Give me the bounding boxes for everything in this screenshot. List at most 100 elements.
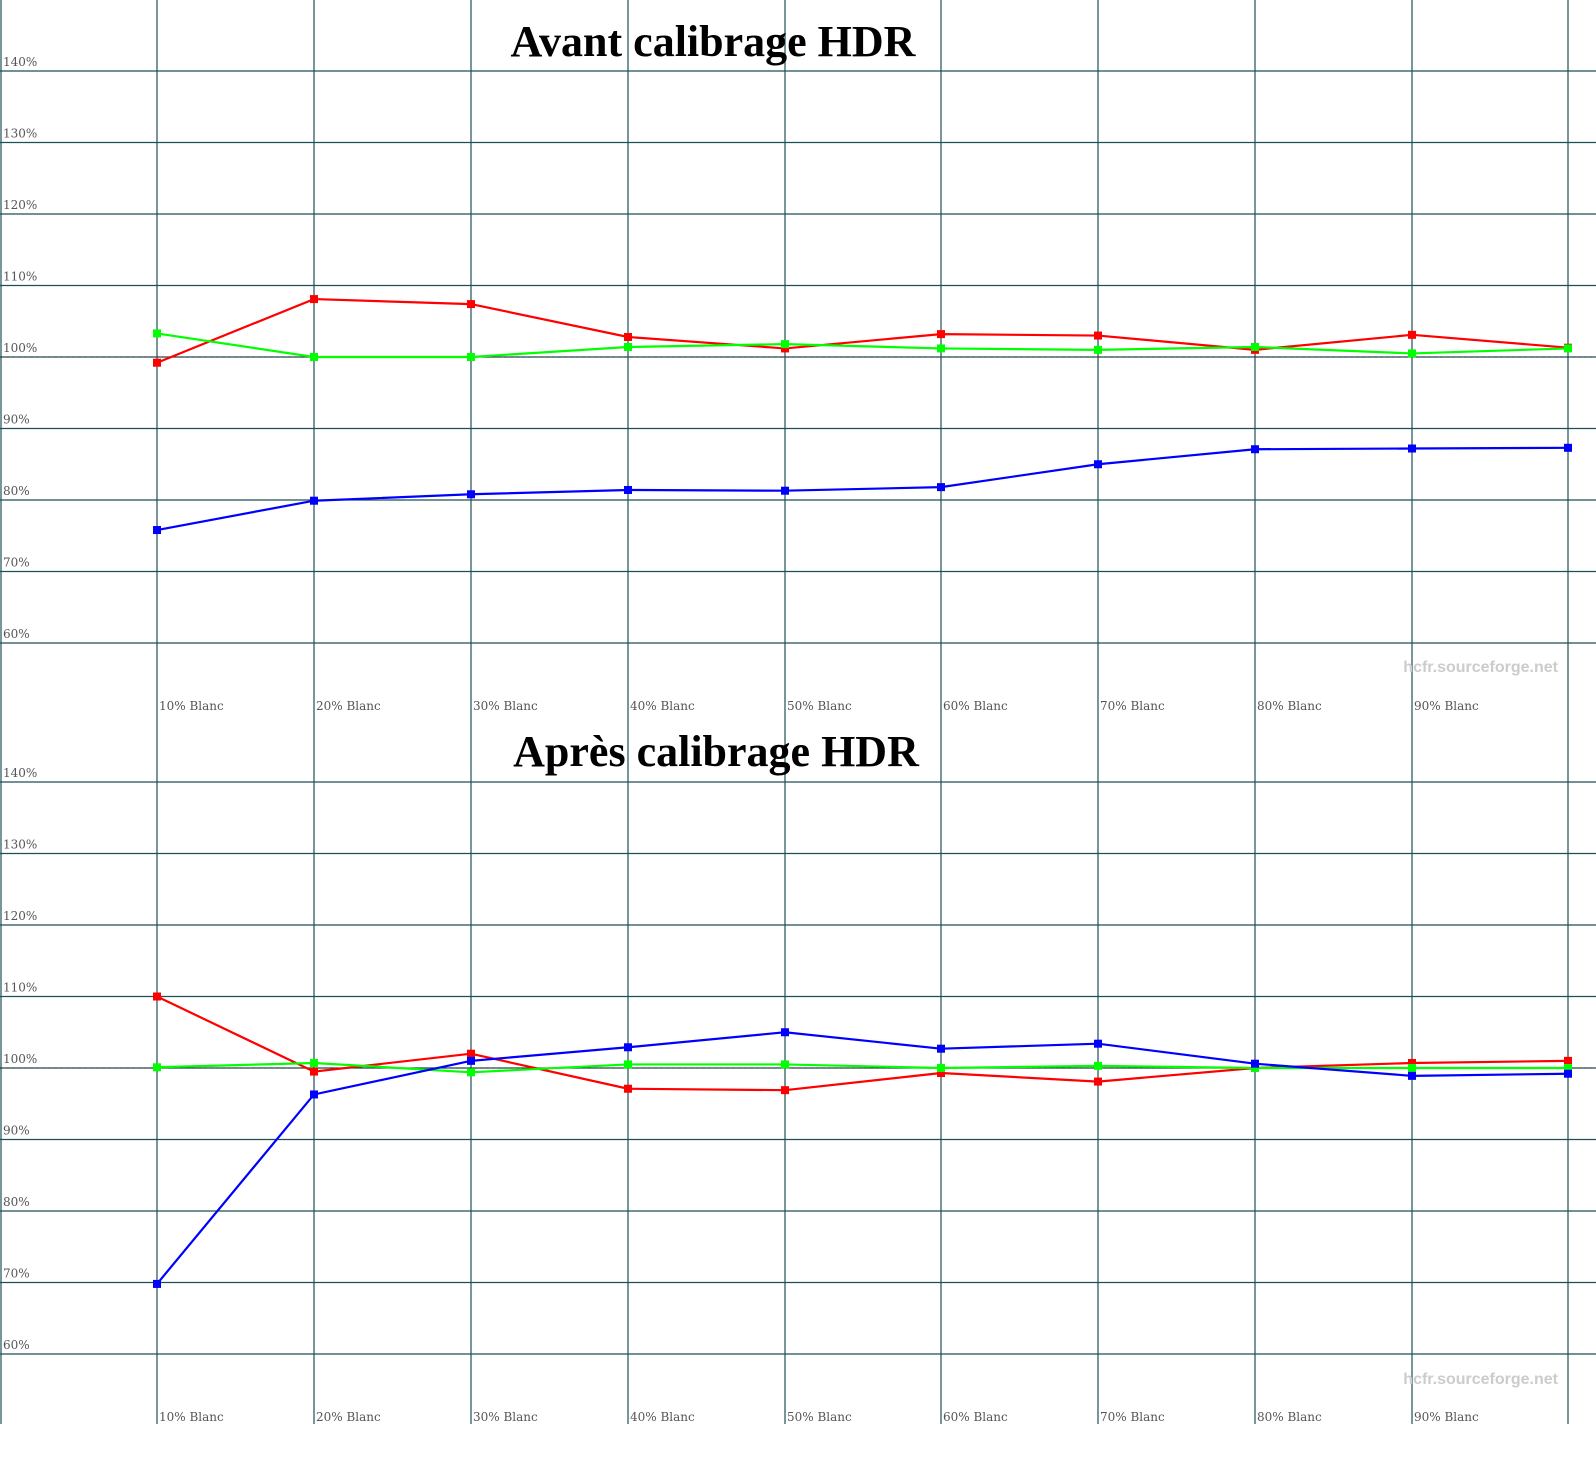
data-point — [624, 332, 632, 341]
data-point — [1564, 1064, 1572, 1072]
data-point — [624, 1043, 632, 1052]
data-point — [1251, 445, 1259, 454]
data-point — [467, 1056, 475, 1065]
data-point — [1564, 344, 1572, 353]
y-tick-label: 120% — [3, 909, 37, 923]
x-tick-label: 60% Blanc — [943, 699, 1008, 713]
data-point — [937, 1069, 945, 1078]
y-tick-label: 70% — [3, 556, 30, 570]
data-point — [467, 1049, 475, 1058]
series-line — [156, 332, 1569, 359]
chart-panel-1: 140% 130% 120% 110% 100% 90% 80% 70% 60% 10% Blan… — [0, 0, 1596, 713]
y-tick-label: 60% — [3, 1338, 30, 1352]
data-point — [937, 1044, 945, 1053]
data-point — [1408, 1058, 1416, 1067]
data-point — [1251, 1064, 1259, 1072]
data-point — [1094, 331, 1102, 340]
x-tick-label: 30% Blanc — [473, 699, 538, 713]
data-point — [1564, 443, 1572, 452]
y-tick-label: 140% — [3, 766, 37, 780]
series-line — [156, 1031, 1569, 1285]
data-point — [1564, 1069, 1572, 1078]
x-tick-label: 10% Blanc — [159, 699, 224, 713]
y-tick-label: 60% — [3, 627, 30, 641]
data-point — [1408, 349, 1416, 358]
data-point — [781, 1060, 789, 1069]
watermark-text: hcfr.sourceforge.net — [1403, 1371, 1558, 1388]
chart-panel-2: 140% 130% 120% 110% 100% 90% 80% 70% 60% 10% Blan… — [0, 712, 1596, 1424]
data-point — [153, 992, 161, 1001]
data-point — [1251, 342, 1259, 351]
y-tick-label: 80% — [3, 1195, 30, 1209]
data-point — [1408, 330, 1416, 339]
data-point — [1094, 1061, 1102, 1070]
data-point — [310, 353, 318, 361]
x-tick-label: 80% Blanc — [1257, 699, 1322, 713]
data-point — [937, 483, 945, 492]
x-tick-label: 40% Blanc — [630, 699, 695, 713]
y-tick-label: 100% — [3, 1052, 37, 1066]
x-tick-label: 70% Blanc — [1100, 1410, 1165, 1424]
data-point — [310, 1090, 318, 1099]
data-point — [1094, 460, 1102, 469]
y-tick-label: 130% — [3, 127, 37, 141]
x-tick-label: 80% Blanc — [1257, 1410, 1322, 1424]
data-point — [310, 1067, 318, 1076]
series-line — [156, 446, 1569, 532]
x-tick-label: 10% Blanc — [159, 1410, 224, 1424]
x-tick-label: 90% Blanc — [1414, 1410, 1479, 1424]
y-tick-label: 80% — [3, 484, 30, 498]
y-tick-label: 110% — [3, 270, 37, 284]
data-point — [153, 1063, 161, 1072]
data-point — [781, 344, 789, 353]
series-line — [156, 1061, 1568, 1074]
data-point — [937, 330, 945, 339]
data-point — [310, 295, 318, 304]
series-line — [156, 995, 1569, 1092]
data-point — [153, 1279, 161, 1288]
y-tick-label: 140% — [3, 55, 37, 69]
data-point — [1094, 1039, 1102, 1048]
data-point — [1094, 1077, 1102, 1086]
series-line — [156, 297, 1569, 364]
data-point — [781, 1086, 789, 1095]
data-point — [1408, 1064, 1416, 1072]
data-point — [781, 1028, 789, 1037]
x-tick-label: 20% Blanc — [316, 1410, 381, 1424]
data-point — [781, 486, 789, 495]
y-tick-label: 120% — [3, 198, 37, 212]
data-point — [624, 485, 632, 494]
data-point — [1408, 1071, 1416, 1080]
data-point — [153, 329, 161, 338]
data-point — [781, 340, 789, 349]
x-tick-label: 70% Blanc — [1100, 699, 1165, 713]
data-point — [1251, 1059, 1259, 1068]
data-point — [937, 1064, 945, 1072]
y-tick-label: 70% — [3, 1267, 30, 1281]
data-point — [1408, 444, 1416, 453]
x-tick-label: 30% Blanc — [473, 1410, 538, 1424]
data-point — [624, 1060, 632, 1069]
x-tick-label: 20% Blanc — [316, 699, 381, 713]
watermark-text: hcfr.sourceforge.net — [1403, 659, 1558, 676]
y-tick-label: 90% — [3, 413, 30, 427]
data-point — [937, 344, 945, 353]
data-point — [467, 1068, 475, 1077]
y-tick-label: 130% — [3, 838, 37, 852]
data-point — [1094, 345, 1102, 354]
data-point — [1564, 1056, 1572, 1065]
y-tick-label: 100% — [3, 341, 37, 355]
data-point — [467, 300, 475, 309]
x-tick-label: 60% Blanc — [943, 1410, 1008, 1424]
data-point — [310, 496, 318, 505]
x-tick-label: 50% Blanc — [787, 699, 852, 713]
data-point — [467, 353, 475, 361]
x-tick-label: 90% Blanc — [1414, 699, 1479, 713]
data-point — [624, 342, 632, 351]
y-tick-label: 110% — [3, 981, 37, 995]
x-tick-label: 40% Blanc — [630, 1410, 695, 1424]
data-point — [153, 358, 161, 367]
data-point — [310, 1058, 318, 1067]
x-tick-label: 50% Blanc — [787, 1410, 852, 1424]
